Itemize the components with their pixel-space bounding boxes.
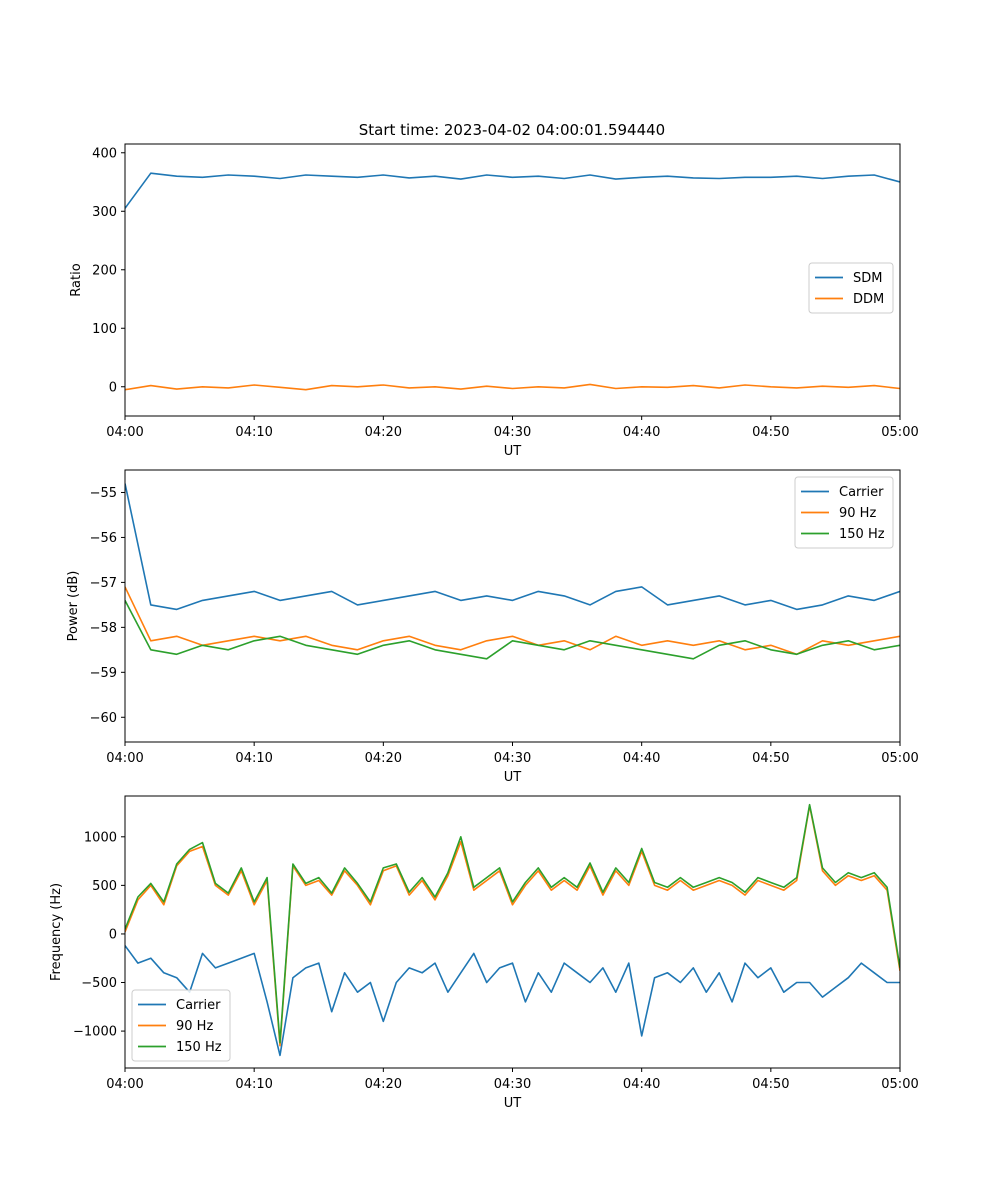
y-axis-label: Power (dB) xyxy=(66,571,81,642)
series-line-sdm xyxy=(125,172,900,209)
legend: Carrier 90 Hz 150 Hz xyxy=(131,989,231,1062)
y-tick-label: 100 xyxy=(92,322,117,337)
series-line-carrier xyxy=(125,483,900,611)
x-tick-label: 04:00 xyxy=(106,1077,143,1092)
chart-panel-3: 04:00 04:10 04:20 04:30 04:40 04:50 05:00 −1000… xyxy=(49,795,919,1111)
y-tick-label: 500 xyxy=(92,879,117,894)
x-tick-label: 04:40 xyxy=(623,425,660,440)
y-tick-label: 400 xyxy=(92,146,117,161)
legend-label: 90 Hz xyxy=(839,506,876,521)
legend-label: Carrier xyxy=(176,998,221,1013)
legend: Carrier 90 Hz 150 Hz xyxy=(794,476,894,549)
axes-frame xyxy=(124,143,901,417)
x-tick-label: 04:30 xyxy=(494,1077,531,1092)
series-lines xyxy=(125,483,900,660)
x-tick-label: 04:10 xyxy=(235,425,272,440)
legend-box xyxy=(131,989,231,1062)
y-axis-label: Ratio xyxy=(69,263,84,296)
x-tick-label: 04:30 xyxy=(494,751,531,766)
x-tick-label: 04:50 xyxy=(752,425,789,440)
series-lines xyxy=(125,172,900,391)
x-tick-label: 04:50 xyxy=(752,751,789,766)
x-tick-label: 04:20 xyxy=(365,751,402,766)
series-line-ddm xyxy=(125,383,900,391)
x-tick-label: 04:40 xyxy=(623,751,660,766)
legend-box xyxy=(808,262,894,314)
y-tick-label: −1000 xyxy=(73,1025,117,1040)
y-tick-label: −58 xyxy=(90,621,117,636)
y-axis-label: Frequency (Hz) xyxy=(49,883,64,981)
series-lines xyxy=(125,803,900,1057)
x-tick-label: 05:00 xyxy=(881,1077,918,1092)
y-tick-label: 0 xyxy=(109,380,117,395)
x-axis-label: UT xyxy=(504,770,522,785)
x-axis-label: UT xyxy=(504,1096,522,1111)
series-line-150-hz xyxy=(125,600,900,660)
y-tick-label: 1000 xyxy=(84,830,117,845)
y-tick-label: −56 xyxy=(90,531,117,546)
axes-frame xyxy=(124,795,901,1069)
legend-label: 150 Hz xyxy=(839,527,885,542)
x-tick-label: 04:00 xyxy=(106,751,143,766)
series-line-90-hz xyxy=(125,586,900,656)
legend-label: DDM xyxy=(853,292,884,307)
y-tick-label: −57 xyxy=(90,576,117,591)
legend-label: SDM xyxy=(853,271,882,286)
x-tick-label: 05:00 xyxy=(881,751,918,766)
y-tick-label: −60 xyxy=(90,711,117,726)
x-tick-label: 04:10 xyxy=(235,751,272,766)
x-tick-label: 04:20 xyxy=(365,425,402,440)
y-tick-label: −59 xyxy=(90,666,117,681)
axes-frame xyxy=(124,469,901,743)
series-line-carrier xyxy=(125,945,900,1057)
y-tick-label: 300 xyxy=(92,205,117,220)
series-line-90-hz xyxy=(125,804,900,1047)
x-axis-label: UT xyxy=(504,444,522,459)
legend-label: Carrier xyxy=(839,485,884,500)
x-tick-label: 04:40 xyxy=(623,1077,660,1092)
x-tick-label: 05:00 xyxy=(881,425,918,440)
legend-box xyxy=(794,476,894,549)
legend: SDM DDM xyxy=(808,262,894,314)
chart-panel-2: 04:00 04:10 04:20 04:30 04:40 04:50 05:00 −60 −5… xyxy=(66,469,919,785)
legend-label: 90 Hz xyxy=(176,1019,213,1034)
series-line-150-hz xyxy=(125,803,900,1044)
x-tick-label: 04:10 xyxy=(235,1077,272,1092)
x-tick-label: 04:30 xyxy=(494,425,531,440)
chart-title: Start time: 2023-04-02 04:00:01.594440 xyxy=(359,121,665,139)
chart-panel-1: 04:00 04:10 04:20 04:30 04:40 04:50 05:00 0 100 2… xyxy=(69,143,919,459)
y-tick-label: 200 xyxy=(92,263,117,278)
legend-label: 150 Hz xyxy=(176,1040,222,1055)
y-tick-label: 0 xyxy=(109,927,117,942)
x-tick-label: 04:00 xyxy=(106,425,143,440)
x-tick-label: 04:50 xyxy=(752,1077,789,1092)
x-tick-label: 04:20 xyxy=(365,1077,402,1092)
y-tick-label: −55 xyxy=(90,486,117,501)
y-tick-label: −500 xyxy=(81,976,117,991)
